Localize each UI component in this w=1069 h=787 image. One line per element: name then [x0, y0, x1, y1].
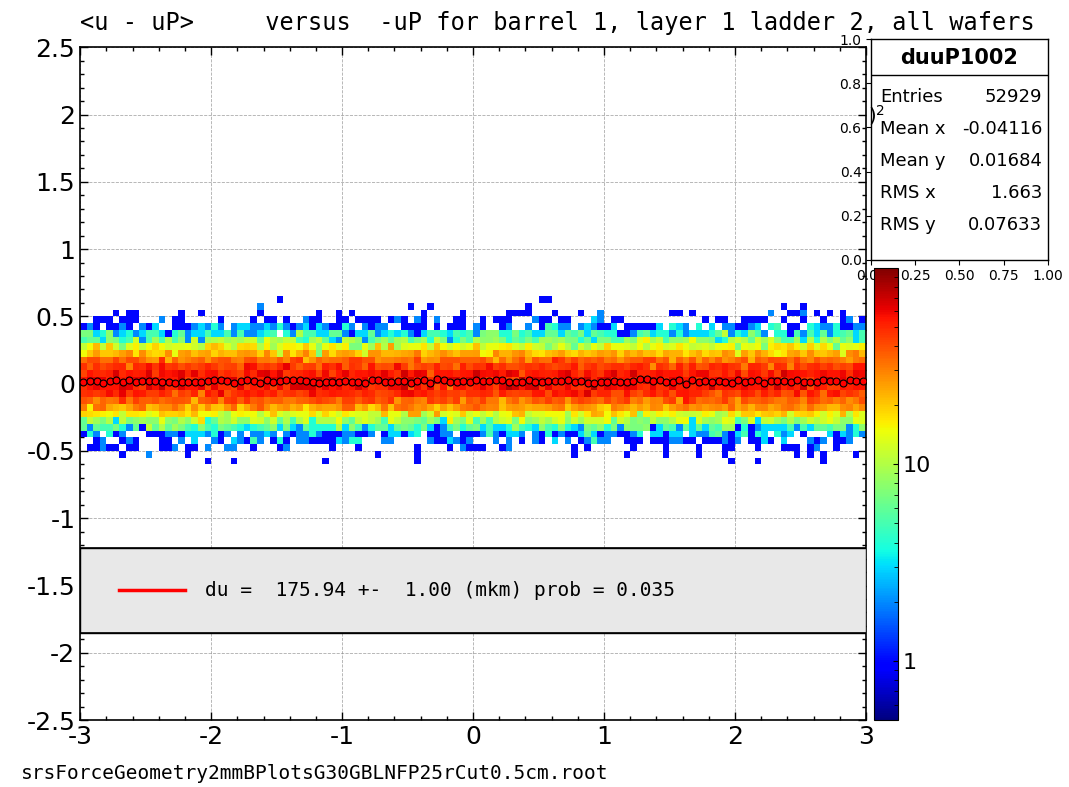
Text: srsForceGeometry2mmBPlotsG30GBLNFP25rCut0.5cm.root: srsForceGeometry2mmBPlotsG30GBLNFP25rCut… — [21, 764, 609, 783]
Bar — [80, 548, 866, 633]
Text: du =  175.94 +-  1.00 (mkm) prob = 0.035: du = 175.94 +- 1.00 (mkm) prob = 0.035 — [204, 581, 675, 600]
Text: 0.07633: 0.07633 — [969, 216, 1042, 234]
Text: RMS x: RMS x — [880, 183, 935, 201]
Text: RMS y: RMS y — [880, 216, 935, 234]
Text: 0.01684: 0.01684 — [969, 152, 1042, 170]
Text: Mean y: Mean y — [880, 152, 946, 170]
Text: -0.04116: -0.04116 — [962, 120, 1042, 138]
Text: 1.663: 1.663 — [991, 183, 1042, 201]
Text: )$^2$: )$^2$ — [868, 103, 885, 127]
Text: Entries: Entries — [880, 88, 943, 105]
Text: duuP1002: duuP1002 — [900, 48, 1019, 68]
Text: 52929: 52929 — [985, 88, 1042, 105]
Text: Mean x: Mean x — [880, 120, 946, 138]
Text: <u - uP>     versus  -uP for barrel 1, layer 1 ladder 2, all wafers: <u - uP> versus -uP for barrel 1, layer … — [80, 12, 1035, 35]
